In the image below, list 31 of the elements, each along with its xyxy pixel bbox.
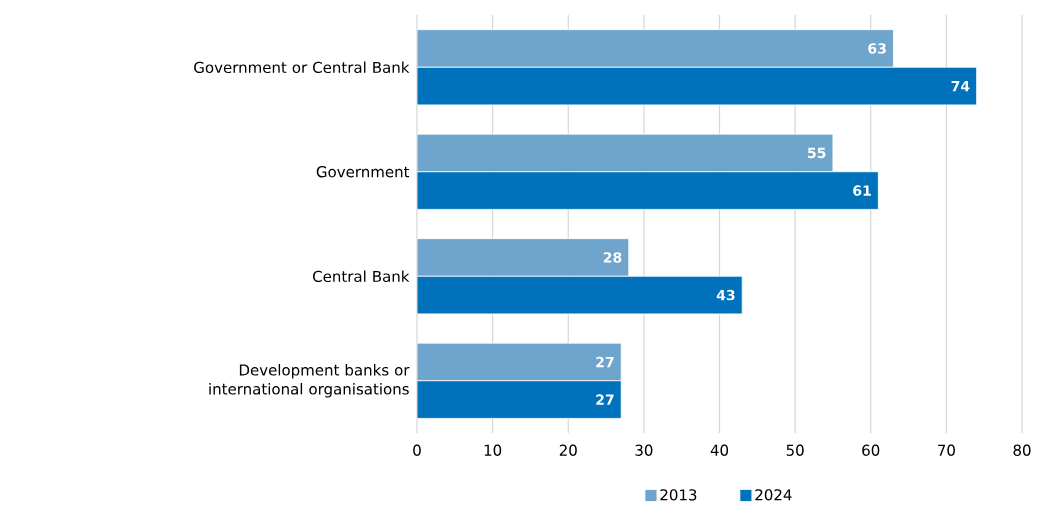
bar [417,238,630,277]
data-label: 27 [596,356,614,368]
data-label: 61 [853,185,871,196]
data-label: 55 [808,147,826,159]
bar [417,133,834,173]
y-tick-label: Central Bank [313,270,410,283]
data-label: 63 [868,43,886,54]
bar [417,171,879,210]
legend-label: 2024 [755,489,792,501]
data-label: 43 [716,289,735,301]
data-label: 27 [596,394,614,405]
y-tick-label: Government [316,166,410,178]
x-tick-label: 80 [1013,444,1031,456]
x-tick-label: 30 [635,444,653,456]
x-tick-label: 70 [938,444,955,456]
data-label: 28 [603,252,622,263]
bar [417,275,743,315]
x-tick-label: 10 [484,444,502,456]
y-tick-label: Development banks or international organisations [209,364,410,398]
bar [417,29,894,68]
bar [417,66,978,106]
y-tick-label: Government or Central Bank [194,61,410,74]
data-label: 74 [951,80,970,92]
x-tick-label: 0 [413,444,421,456]
x-tick-label: 60 [862,444,880,456]
x-tick-label: 50 [786,444,804,456]
bar [417,342,622,382]
x-tick-label: 20 [559,444,577,456]
x-tick-label: 40 [710,444,729,456]
bar [417,380,622,419]
legend-label: 2013 [660,489,697,501]
